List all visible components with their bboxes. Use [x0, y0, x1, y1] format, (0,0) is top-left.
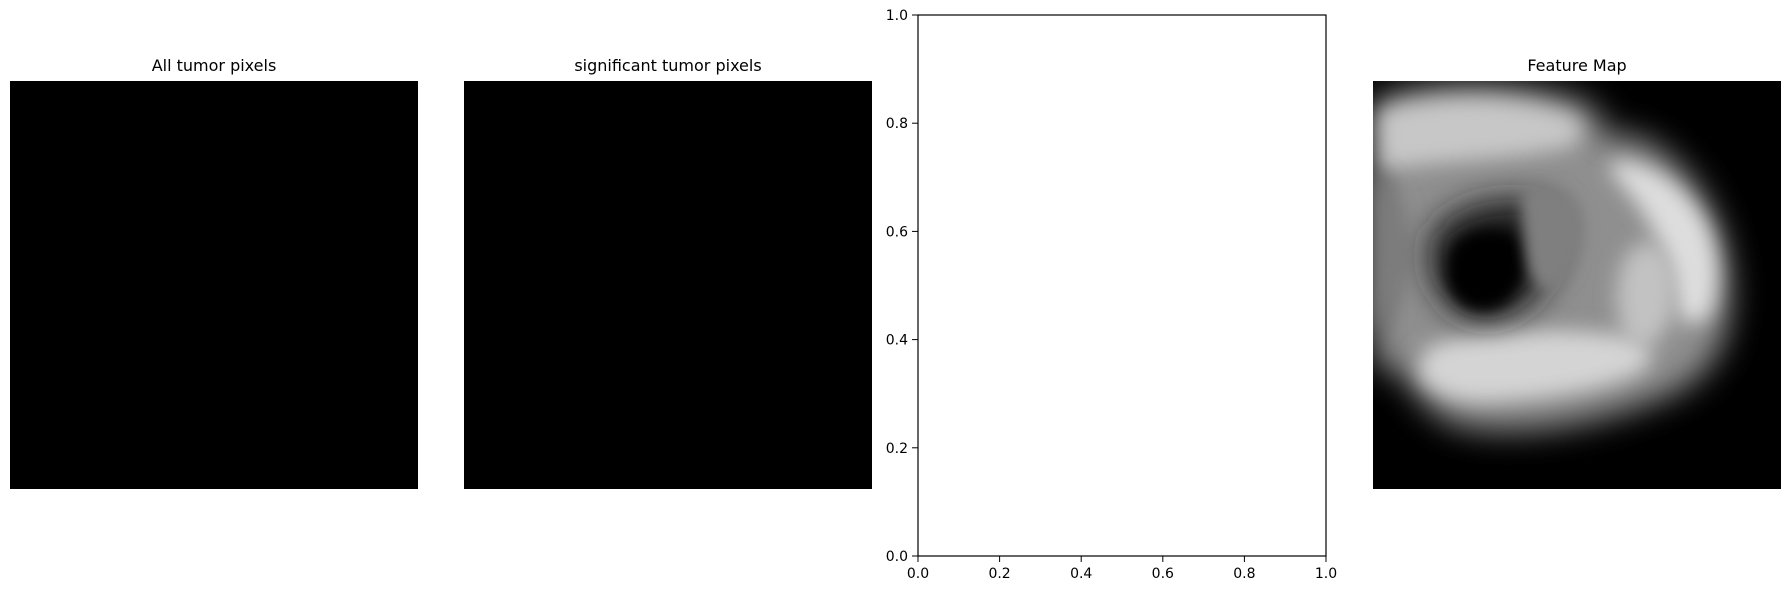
feature-map-graphic — [1373, 81, 1781, 489]
panel-1-title: All tumor pixels — [151, 56, 277, 75]
y-axis-tick-label: 0.4 — [886, 333, 908, 349]
x-axis-tick-label: 0.2 — [988, 566, 1010, 582]
y-axis-tick-label: 0.2 — [886, 441, 908, 457]
significant-tumor-pixels-image — [464, 81, 872, 489]
y-axis-tick-label: 0.8 — [886, 116, 908, 132]
x-axis-ticks: 0.0 0.2 0.4 0.6 0.8 1.0 — [907, 556, 1337, 582]
x-axis-tick-label: 0.8 — [1233, 566, 1255, 582]
y-axis-tick-label: 0.0 — [886, 549, 908, 565]
y-axis-tick-label: 0.6 — [886, 224, 908, 240]
panel-4-title: Feature Map — [1527, 56, 1627, 75]
y-axis-tick-label: 1.0 — [886, 8, 908, 24]
all-tumor-pixels-image — [10, 81, 418, 489]
plot-area — [917, 14, 1327, 557]
y-axis-ticks: 0.0 0.2 0.4 0.6 0.8 1.0 — [886, 8, 918, 565]
panel-2-title: significant tumor pixels — [574, 56, 762, 75]
x-axis-tick-label: 1.0 — [1315, 566, 1337, 582]
x-axis-tick-label: 0.4 — [1070, 566, 1092, 582]
feature-map-image — [1373, 81, 1781, 489]
x-axis-tick-label: 0.0 — [907, 566, 929, 582]
x-axis-tick-label: 0.6 — [1152, 566, 1174, 582]
